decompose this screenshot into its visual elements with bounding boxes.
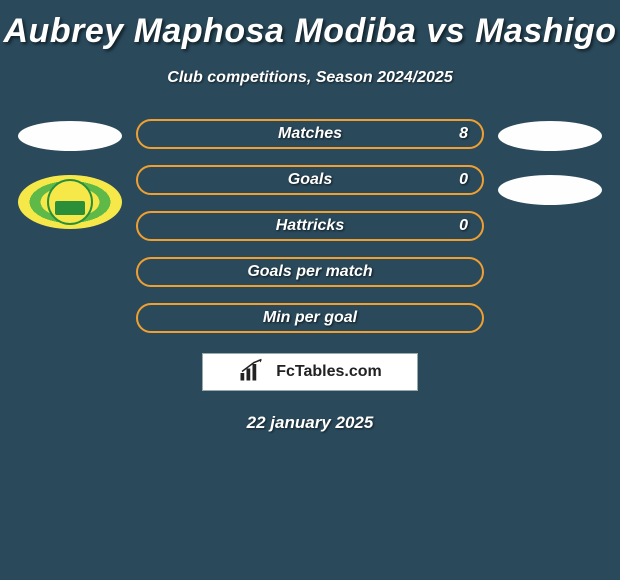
page-subtitle: Club competitions, Season 2024/2025: [0, 69, 620, 87]
footer-brand-label: FcTables.com: [276, 363, 382, 381]
stat-bar-label: Hattricks: [276, 217, 344, 235]
right-badge-placeholder-0: [498, 121, 602, 151]
left-badges-col: [8, 119, 132, 229]
comparison-row: Matches 8 Goals 0 Hattricks 0 Goals per match M…: [0, 119, 620, 333]
stat-bar-label: Goals per match: [247, 263, 372, 281]
page-title: Aubrey Maphosa Modiba vs Mashigo: [0, 0, 620, 51]
stat-bar-matches: Matches 8: [136, 119, 484, 149]
left-club-badge-1: [18, 175, 122, 229]
stat-bar-label: Min per goal: [263, 309, 357, 327]
stat-bar-label: Goals: [288, 171, 332, 189]
chart-icon: [238, 358, 270, 387]
left-badge-placeholder-0: [18, 121, 122, 151]
footer-brand-box[interactable]: FcTables.com: [202, 353, 418, 391]
stat-bar-value: 0: [459, 171, 468, 189]
stat-bars: Matches 8 Goals 0 Hattricks 0 Goals per match M…: [132, 119, 488, 333]
stat-bar-goals: Goals 0: [136, 165, 484, 195]
stat-bar-label: Matches: [278, 125, 342, 143]
stat-bar-value: 8: [459, 125, 468, 143]
stat-bar-min-per-goal: Min per goal: [136, 303, 484, 333]
right-badge-placeholder-1: [498, 175, 602, 205]
right-badges-col: [488, 119, 612, 205]
stat-bar-goals-per-match: Goals per match: [136, 257, 484, 287]
stat-bar-value: 0: [459, 217, 468, 235]
stat-bar-hattricks: Hattricks 0: [136, 211, 484, 241]
generated-date: 22 january 2025: [0, 413, 620, 433]
